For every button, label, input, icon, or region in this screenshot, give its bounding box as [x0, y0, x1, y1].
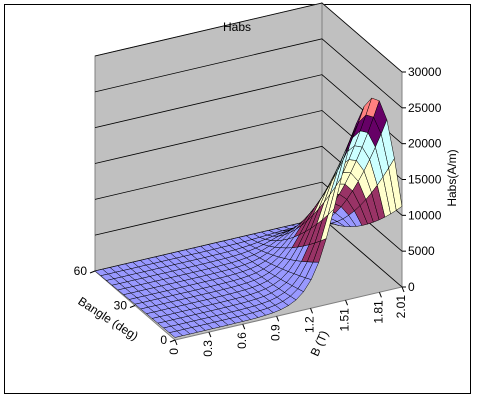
z-tick-label: 5000 [408, 244, 435, 258]
y-tick [169, 339, 176, 343]
x-tick [378, 292, 382, 298]
x-tick-label: 0 [167, 348, 181, 355]
chart-title: Habs [223, 20, 251, 34]
x-tick-label: 0.9 [269, 324, 283, 341]
z-tick-label: 15000 [408, 173, 442, 187]
x-tick [208, 331, 212, 338]
chart-axes: 0 5000 10000 15000 20000 25000 30000 0 0.3 0.6 0.9… [74, 65, 442, 357]
surface-plot [94, 97, 403, 338]
x-tick-label: 2.01 [394, 295, 408, 319]
gridline [94, 181, 403, 252]
z-tick-label: 20000 [408, 137, 442, 151]
y-tick [89, 270, 96, 274]
y-tick-label: 60 [74, 264, 88, 278]
gridline [94, 2, 403, 73]
y-tick-label: 30 [114, 299, 128, 313]
x-tick-label: 1.51 [338, 308, 352, 332]
z-tick-label: 0 [408, 280, 415, 294]
gridline [94, 38, 403, 109]
x-tick-label: 0.3 [201, 340, 215, 357]
z-tick-label: 10000 [408, 208, 442, 222]
z-axis-label: Habs(A/m) [445, 149, 459, 206]
z-tick-label: 30000 [408, 65, 442, 79]
y-tick-label: 0 [160, 333, 167, 347]
x-tick-label: 0.6 [235, 332, 249, 349]
x-tick [345, 299, 348, 306]
x-tick [242, 323, 246, 330]
surface-patch [388, 157, 403, 211]
x-tick [401, 286, 405, 293]
x-tick [310, 308, 313, 314]
x-tick [276, 316, 280, 322]
x-tick [174, 339, 178, 346]
y-tick [129, 305, 136, 308]
x-tick-label: 1.81 [371, 300, 385, 324]
x-tick-label: 1.2 [303, 316, 317, 333]
z-tick-label: 25000 [408, 101, 442, 115]
